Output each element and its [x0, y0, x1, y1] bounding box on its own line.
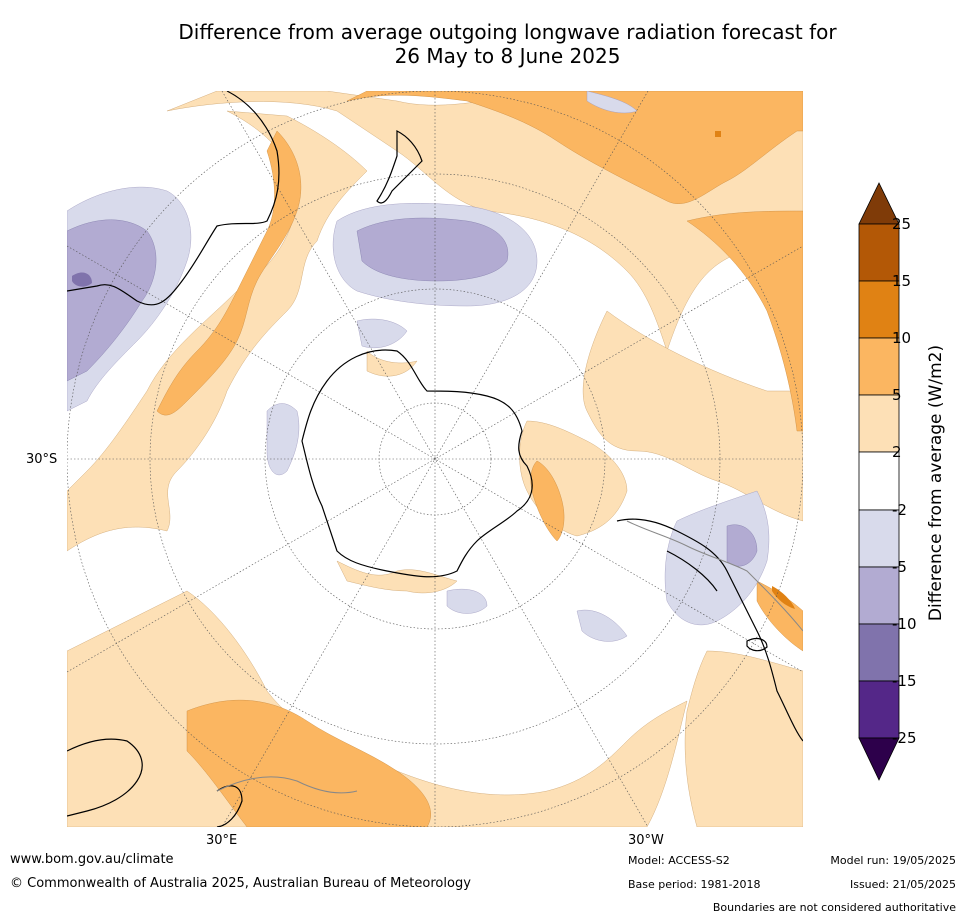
footer-disclaimer: Boundaries are not considered authoritat…	[712, 901, 956, 914]
anomaly-positive-5-10	[156, 91, 803, 827]
fiji-coast	[746, 637, 768, 652]
colorbar-tick-neg10: -10	[892, 615, 917, 633]
africa-coast	[67, 738, 143, 817]
colorbar-tick-5: 5	[892, 386, 902, 404]
polar-map	[67, 91, 803, 827]
map-title: Difference from average outgoing longwav…	[80, 20, 935, 68]
footer-model: Model: ACCESS-S2	[628, 854, 730, 867]
new-zealand-coast	[376, 130, 423, 204]
colorbar	[855, 180, 965, 790]
colorbar-svg	[858, 182, 900, 781]
colorbar-segments	[858, 223, 900, 739]
footer-issued: Issued: 21/05/2025	[849, 878, 956, 891]
anomaly-negative-5-10	[67, 217, 758, 567]
coastlines	[67, 91, 803, 827]
lon-label-30w: 30°W	[628, 833, 664, 848]
colorbar-tick-10: 10	[892, 329, 912, 347]
anomaly-positive-10-15	[715, 131, 795, 609]
australia-coast	[67, 91, 280, 306]
title-line-1: Difference from average outgoing longwav…	[178, 20, 837, 44]
colorbar-tick-neg2: -2	[892, 501, 907, 519]
anomaly-negative-10-15	[72, 272, 92, 287]
footer-base-period: Base period: 1981-2018	[628, 878, 761, 891]
footer-model-run: Model run: 19/05/2025	[830, 854, 956, 867]
antarctica-coast	[301, 349, 533, 578]
colorbar-label: Difference from average (W/m2)	[926, 344, 946, 622]
colorbar-tick-2: 2	[892, 443, 902, 461]
lon-label-30e: 30°E	[206, 833, 238, 848]
map-svg	[67, 91, 803, 827]
colorbar-tick-neg5: -5	[892, 558, 907, 576]
title-line-2: 26 May to 8 June 2025	[394, 44, 621, 68]
graticule	[67, 91, 803, 827]
lat-label-30s: 30°S	[26, 452, 58, 467]
colorbar-tick-neg25: -25	[892, 729, 917, 747]
footer-copyright: © Commonwealth of Australia 2025, Austra…	[10, 876, 471, 891]
footer-url: www.bom.gov.au/climate	[10, 852, 174, 867]
colorbar-tick-25: 25	[892, 215, 912, 233]
south-america-coast	[616, 518, 803, 742]
colorbar-extend-bottom	[858, 737, 900, 781]
country-boundaries	[216, 520, 803, 794]
colorbar-tick-neg15: -15	[892, 672, 917, 690]
colorbar-tick-15: 15	[892, 272, 912, 290]
